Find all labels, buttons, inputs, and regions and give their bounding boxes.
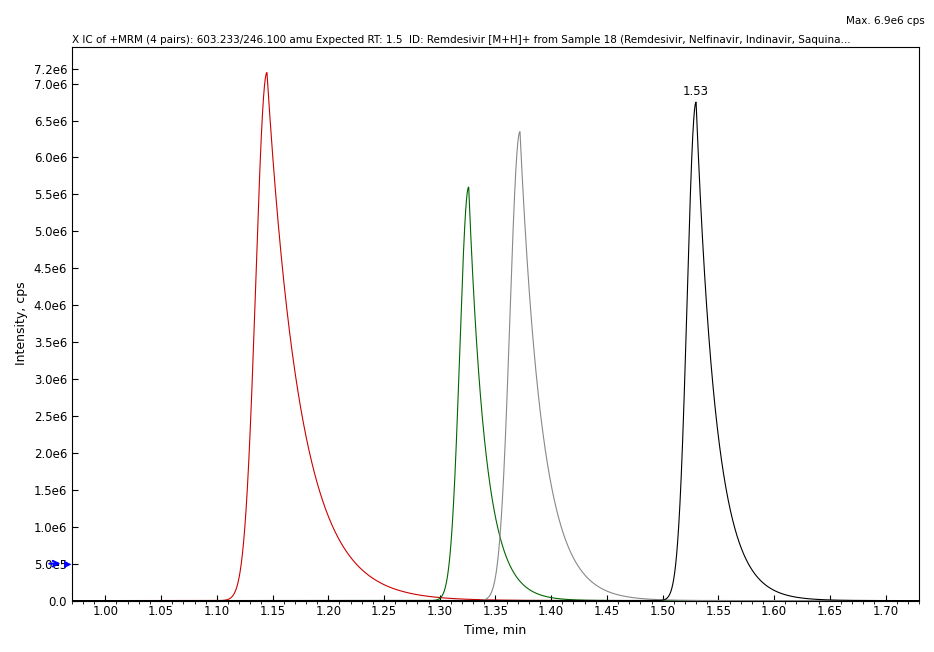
Text: X IC of +MRM (4 pairs): 603.233/246.100 amu Expected RT: 1.5  ID: Remdesivir [M+: X IC of +MRM (4 pairs): 603.233/246.100 … bbox=[72, 35, 851, 44]
Text: Max. 6.9e6 cps: Max. 6.9e6 cps bbox=[846, 16, 925, 26]
Text: ▶: ▶ bbox=[64, 559, 72, 569]
Text: 1.53: 1.53 bbox=[683, 85, 709, 98]
Y-axis label: Intensity, cps: Intensity, cps bbox=[15, 282, 28, 366]
X-axis label: Time, min: Time, min bbox=[464, 624, 527, 637]
